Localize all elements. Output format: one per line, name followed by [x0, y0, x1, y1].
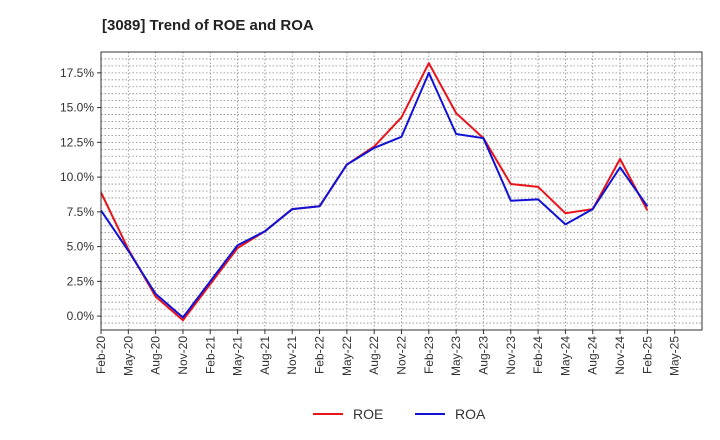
- x-tick-label: Aug-23: [476, 336, 490, 375]
- plot-area: [100, 51, 703, 331]
- y-tick-label: 12.5%: [60, 135, 94, 149]
- x-tick-label: May-23: [449, 336, 463, 376]
- x-tick-label: Aug-24: [586, 336, 600, 375]
- y-tick-label: 15.0%: [60, 101, 94, 115]
- y-tick-label: 7.5%: [67, 205, 95, 219]
- series-line-roa: [100, 71, 649, 319]
- series-line-roe: [100, 62, 649, 322]
- x-tick-label: Aug-21: [258, 336, 272, 375]
- x-axis-ticks: Feb-20 May-20 Aug-20 Nov-20 Feb-21 May-21 Aug-…: [94, 330, 682, 376]
- x-tick-label: Aug-22: [367, 336, 381, 375]
- x-tick-label: Feb-24: [531, 336, 545, 374]
- chart-title: [3089] Trend of ROE and ROA: [102, 17, 314, 34]
- legend-label-roe: ROE: [353, 406, 383, 422]
- x-tick-label: Nov-22: [395, 336, 409, 375]
- y-tick-label: 2.5%: [67, 274, 95, 288]
- y-axis-ticks: 0.0% 2.5% 5.0% 7.5% 10.0% 12.5% 15.0% 17.5%: [60, 66, 101, 323]
- x-tick-label: Nov-24: [613, 336, 627, 375]
- x-tick-label: May-24: [558, 336, 572, 376]
- x-tick-label: May-25: [668, 336, 682, 376]
- y-tick-label: 0.0%: [67, 309, 95, 323]
- y-tick-label: 5.0%: [67, 240, 95, 254]
- x-tick-label: May-20: [121, 336, 135, 376]
- x-tick-label: Feb-25: [640, 336, 654, 374]
- x-tick-label: Nov-23: [504, 336, 518, 375]
- x-tick-label: Feb-23: [422, 336, 436, 374]
- x-tick-label: Nov-20: [176, 336, 190, 375]
- y-tick-label: 10.0%: [60, 170, 94, 184]
- x-tick-label: Feb-20: [94, 336, 108, 374]
- x-tick-label: May-21: [231, 336, 245, 376]
- x-tick-label: May-22: [340, 336, 354, 376]
- legend-label-roa: ROA: [455, 406, 486, 422]
- grid: [101, 52, 702, 330]
- x-tick-label: Nov-21: [285, 336, 299, 375]
- legend: ROE ROA: [313, 406, 486, 422]
- x-tick-label: Feb-21: [203, 336, 217, 374]
- series-lines: [100, 62, 649, 322]
- x-tick-label: Feb-22: [313, 336, 327, 374]
- y-tick-label: 17.5%: [60, 66, 94, 80]
- x-tick-label: Aug-20: [149, 336, 163, 375]
